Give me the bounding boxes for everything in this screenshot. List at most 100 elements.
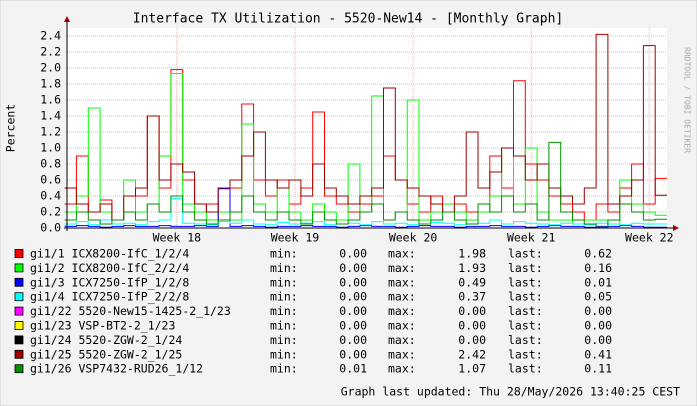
stat-value: 0.00 — [339, 290, 367, 304]
y-axis-label: Percent — [4, 104, 18, 152]
stat-value: 0.00 — [458, 319, 486, 333]
series-line — [64, 141, 667, 228]
stat-value: 0.00 — [339, 304, 367, 318]
y-tick-label: 1.8 — [40, 77, 61, 91]
stat-label: max: — [388, 347, 416, 361]
x-tick-label: Week 22 — [625, 231, 673, 245]
stat-label: min: — [270, 362, 298, 376]
stat-value: 1.98 — [458, 247, 486, 261]
x-tick-label: Week 19 — [271, 231, 320, 245]
stat-value: 0.41 — [584, 347, 612, 361]
stat-value: 0.37 — [458, 290, 486, 304]
stat-label: last: — [508, 247, 543, 261]
legend-label: gi1/25 5520-ZGW-2_1/25 — [30, 347, 182, 361]
stat-value: 0.00 — [339, 319, 367, 333]
stat-label: min: — [270, 333, 298, 347]
y-tick-label: 0.6 — [40, 173, 61, 187]
side-label: RRDTOOL / TOBI OETIKER — [683, 47, 692, 153]
stat-value: 0.00 — [339, 261, 367, 275]
stat-value: 1.93 — [458, 261, 486, 275]
legend-label: gi1/3 ICX7250-IfP_1/2/8 — [30, 275, 189, 289]
stat-label: last: — [508, 347, 543, 361]
stat-value: 0.16 — [584, 261, 612, 275]
stat-value: 0.05 — [584, 290, 612, 304]
legend-label: gi1/4 ICX7250-IfP_2/2/8 — [30, 290, 189, 304]
legend-label: gi1/23 VSP-BT2-2_1/23 — [30, 319, 175, 333]
stat-label: min: — [270, 247, 298, 261]
x-tick-label: Week 18 — [153, 231, 202, 245]
axis-arrow — [673, 225, 679, 231]
y-tick-label: 1.2 — [40, 125, 61, 139]
stat-value: 0.00 — [584, 333, 612, 347]
stat-value: 0.01 — [584, 275, 612, 289]
y-tick-label: 2.4 — [40, 29, 61, 43]
stat-label: min: — [270, 261, 298, 275]
legend-label: gi1/24 5520-ZGW-2_1/24 — [30, 333, 182, 347]
stat-value: 0.11 — [584, 362, 612, 376]
stat-label: max: — [388, 247, 416, 261]
legend-label: gi1/1 ICX8200-IfC_1/2/4 — [30, 247, 189, 261]
stat-label: min: — [270, 275, 298, 289]
stat-value: 0.00 — [584, 304, 612, 318]
stat-label: min: — [270, 304, 298, 318]
legend-swatch — [14, 321, 24, 330]
legend-swatch — [14, 306, 24, 316]
footer: Graph last updated: Thu 28/May/2026 13:4… — [341, 385, 680, 399]
stat-label: min: — [270, 290, 298, 304]
stat-value: 0.00 — [458, 304, 486, 318]
stat-label: min: — [270, 347, 298, 361]
series-line — [64, 197, 667, 226]
x-tick-label: Week 20 — [389, 231, 438, 245]
stat-value: 0.01 — [339, 362, 367, 376]
legend-swatch — [14, 349, 24, 359]
legend-swatch — [14, 249, 24, 258]
stat-label: max: — [388, 319, 416, 333]
series-line — [64, 69, 667, 221]
stat-label: last: — [508, 275, 543, 289]
legend-swatch — [14, 263, 24, 273]
y-tick-label: 2.2 — [40, 45, 61, 59]
y-tick-label: 0.4 — [40, 189, 61, 203]
plot-area — [67, 28, 667, 228]
legend-label: gi1/26 VSP7432-RUD26_1/12 — [30, 362, 203, 376]
stat-value: 0.00 — [339, 247, 367, 261]
legend-swatch — [14, 335, 24, 345]
stat-label: min: — [270, 319, 298, 333]
stat-value: 0.00 — [339, 347, 367, 361]
legend-swatch — [14, 364, 24, 374]
y-tick-label: 0.8 — [40, 157, 61, 171]
stat-label: last: — [508, 333, 543, 347]
axis-arrow — [64, 16, 70, 22]
y-tick-label: 2.0 — [40, 61, 61, 75]
stat-value: 0.49 — [458, 275, 486, 289]
stat-label: max: — [388, 261, 416, 275]
series-line — [64, 188, 667, 228]
stat-value: 2.42 — [458, 347, 486, 361]
legend-swatch — [14, 292, 24, 302]
chart-title: Interface TX Utilization - 5520-New14 - … — [133, 12, 563, 27]
stat-value: 0.00 — [339, 275, 367, 289]
x-tick-label: Week 21 — [507, 231, 556, 245]
stat-label: last: — [508, 304, 543, 318]
stat-value: 0.62 — [584, 247, 612, 261]
y-tick-label: 1.6 — [40, 93, 61, 107]
y-tick-label: 1.0 — [40, 141, 61, 155]
stat-value: 1.07 — [458, 362, 486, 376]
stat-label: last: — [508, 261, 543, 275]
legend-label: gi1/2 ICX8200-IfC_2/2/4 — [30, 261, 189, 275]
stat-label: last: — [508, 362, 543, 376]
series-line — [64, 33, 667, 221]
stat-value: 0.00 — [458, 333, 486, 347]
stat-label: max: — [388, 275, 416, 289]
stat-label: max: — [388, 333, 416, 347]
stat-label: last: — [508, 290, 543, 304]
y-tick-label: 1.4 — [40, 109, 61, 123]
legend-label: gi1/22 5520-New15-1425-2_1/23 — [30, 304, 231, 318]
stat-value: 0.00 — [339, 333, 367, 347]
stat-label: max: — [388, 290, 416, 304]
stat-label: last: — [508, 319, 543, 333]
stat-value: 0.00 — [584, 319, 612, 333]
stat-label: max: — [388, 362, 416, 376]
legend-swatch — [14, 277, 24, 287]
